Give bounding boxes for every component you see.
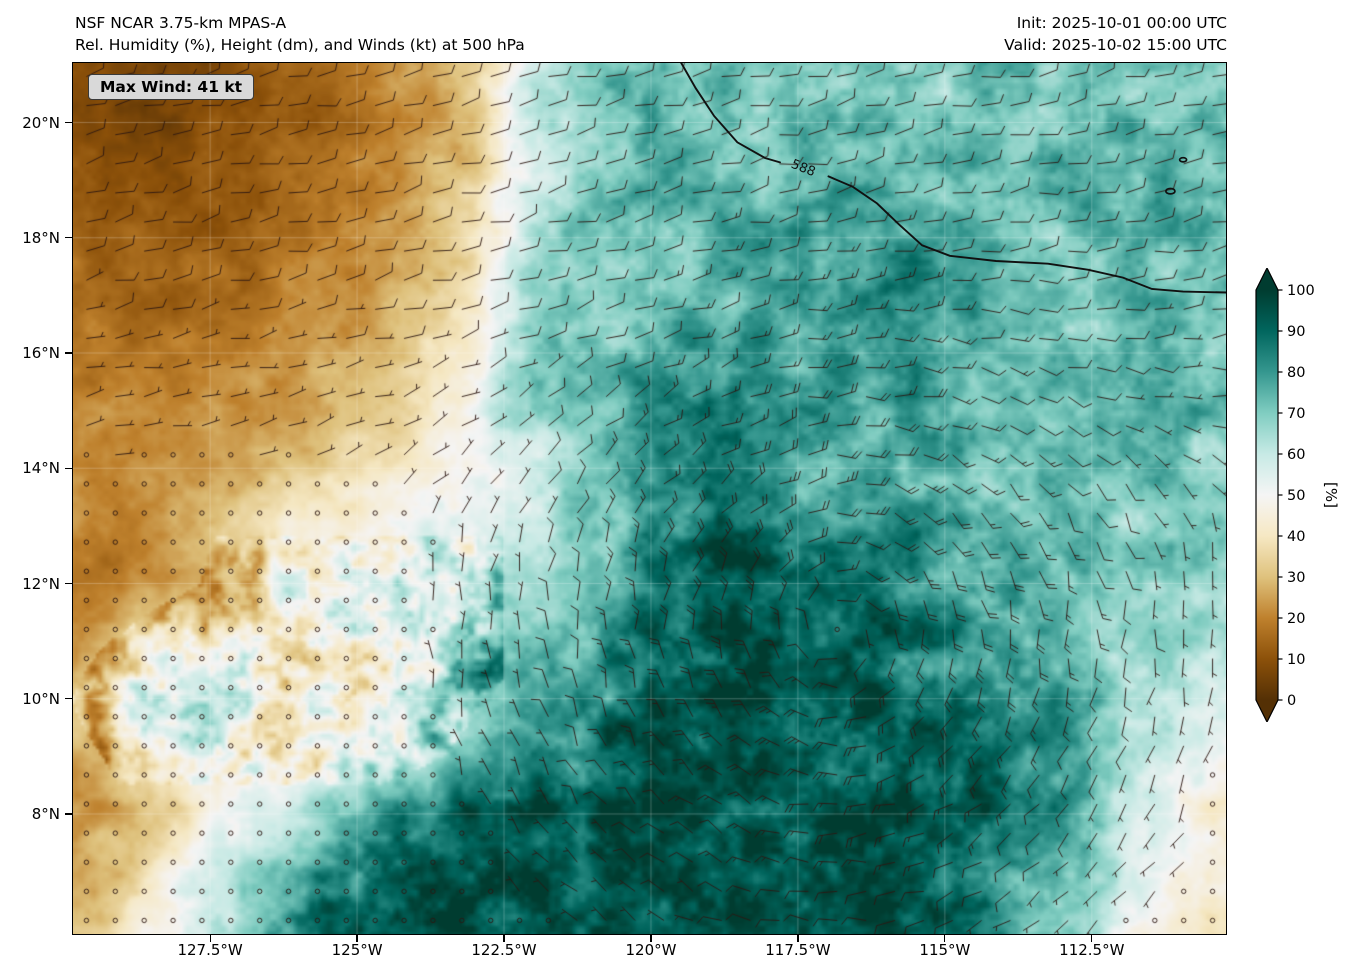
- map-axes: 588 Max Wind: 41 kt: [72, 62, 1227, 935]
- height-contour-blob: [1165, 187, 1176, 195]
- max-wind-badge: Max Wind: 41 kt: [88, 74, 255, 100]
- x-tick-label: 117.5°W: [765, 941, 831, 959]
- valid-time: Valid: 2025-10-02 15:00 UTC: [1004, 36, 1227, 54]
- x-tick-label: 127.5°W: [177, 941, 243, 959]
- y-tick-mark: [65, 698, 72, 700]
- x-tick-mark: [356, 935, 358, 942]
- height-contour-label: 588: [789, 157, 818, 180]
- height-contour-blob: [1178, 156, 1188, 163]
- height-contour-layer: 588: [679, 62, 1227, 294]
- colorbar-bar: [1255, 266, 1279, 724]
- y-tick-mark: [65, 121, 72, 124]
- x-tick-label: 125°W: [331, 941, 383, 959]
- colorbar-tick-label: 90: [1287, 324, 1305, 340]
- colorbar-tick-label: 100: [1287, 283, 1315, 299]
- height-contour-line: [679, 62, 781, 164]
- colorbar-label: [%]: [1321, 482, 1340, 508]
- colorbar-tick-label: 80: [1287, 365, 1305, 381]
- colorbar-tick-label: 70: [1287, 406, 1305, 422]
- y-tick-mark: [65, 813, 72, 815]
- x-tick-mark: [1091, 935, 1093, 942]
- colorbar-tick-label: 10: [1287, 652, 1305, 668]
- x-tick-mark: [650, 935, 652, 942]
- x-tick-label: 122.5°W: [471, 941, 537, 959]
- y-tick-label: 10°N: [22, 689, 60, 708]
- init-time: Init: 2025-10-01 00:00 UTC: [1016, 14, 1227, 32]
- run-times: Init: 2025-10-01 00:00 UTC Valid: 2025-1…: [1004, 12, 1227, 56]
- x-tick-mark: [209, 935, 211, 942]
- x-tick-label: 120°W: [625, 941, 677, 959]
- colorbar-tick-label: 60: [1287, 447, 1305, 463]
- y-tick-label: 18°N: [22, 228, 60, 247]
- colorbar-svg: 0 10 20 30 40 50 60 70 80 90 100: [1255, 266, 1315, 724]
- model-title: NSF NCAR 3.75-km MPAS-A: [75, 14, 287, 32]
- colorbar: 0 10 20 30 40 50 60 70 80 90 100: [1248, 266, 1328, 724]
- colorbar-tick-label: 40: [1287, 529, 1305, 545]
- x-tick-label: 112.5°W: [1059, 941, 1125, 959]
- y-tick-label: 8°N: [31, 805, 60, 823]
- y-tick-label: 20°N: [22, 113, 60, 132]
- x-tick-label: 115°W: [919, 941, 971, 959]
- figure-titles: NSF NCAR 3.75-km MPAS-A Rel. Humidity (%…: [75, 12, 525, 56]
- product-title: Rel. Humidity (%), Height (dm), and Wind…: [75, 36, 525, 54]
- wind-barbs-canvas: [72, 62, 1227, 935]
- y-tick-mark: [65, 352, 72, 354]
- colorbar-tick-label: 50: [1287, 488, 1305, 504]
- height-contour-line: [827, 175, 1227, 294]
- y-tick-label: 12°N: [22, 574, 60, 593]
- y-tick-mark: [65, 467, 72, 469]
- x-tick-mark: [503, 935, 505, 942]
- y-tick-mark: [65, 237, 72, 239]
- x-tick-mark: [944, 935, 946, 942]
- colorbar-tick-label: 0: [1287, 693, 1296, 709]
- colorbar-tick-label: 30: [1287, 570, 1305, 586]
- y-tick-label: 16°N: [22, 344, 60, 362]
- y-tick-mark: [65, 582, 72, 585]
- colorbar-tick-label: 20: [1287, 611, 1305, 627]
- y-tick-label: 14°N: [22, 459, 60, 478]
- x-tick-mark: [797, 935, 799, 942]
